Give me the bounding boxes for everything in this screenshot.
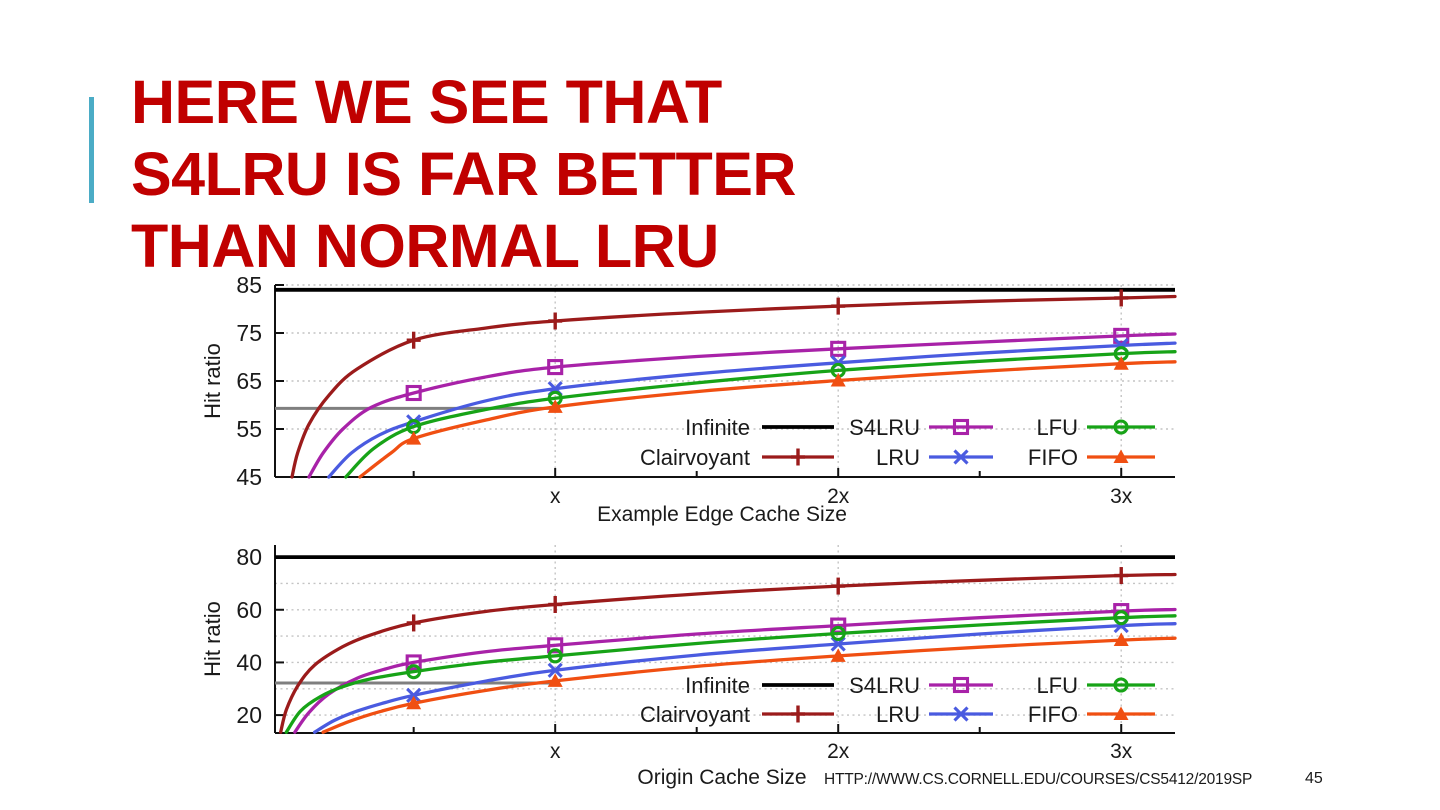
gridlines xyxy=(275,284,1175,477)
svg-text:2x: 2x xyxy=(827,740,850,763)
series-fifo xyxy=(321,632,1177,734)
svg-text:x: x xyxy=(550,485,561,508)
svg-text:3x: 3x xyxy=(1110,740,1133,763)
svg-text:Infinite: Infinite xyxy=(685,673,750,698)
svg-text:3x: 3x xyxy=(1110,485,1133,508)
svg-text:40: 40 xyxy=(236,649,262,675)
legend-item-lru: LRU xyxy=(876,445,993,470)
edge-cache-chart: 45 55 65 75 85 x 2x 3x Example Edge Cache Size Hi… xyxy=(200,272,1177,526)
svg-text:x: x xyxy=(550,740,561,763)
axes: 45 55 65 75 85 x 2x 3x xyxy=(236,272,1175,508)
svg-text:65: 65 xyxy=(236,368,262,394)
y-axis-title: Hit ratio xyxy=(200,601,225,677)
x-axis-title: Example Edge Cache Size xyxy=(597,503,847,526)
svg-text:FIFO: FIFO xyxy=(1028,702,1078,727)
svg-text:2x: 2x xyxy=(827,485,850,508)
svg-text:FIFO: FIFO xyxy=(1028,445,1078,470)
svg-text:60: 60 xyxy=(236,597,262,623)
footer-url: HTTP://WWW.CS.CORNELL.EDU/COURSES/CS5412… xyxy=(824,771,1253,788)
svg-text:20: 20 xyxy=(236,702,262,728)
series-clairvoyant xyxy=(279,567,1177,734)
legend-item-infinite: Infinite xyxy=(685,415,834,440)
legend-item-infinite: Infinite xyxy=(685,673,834,698)
y-axis-title: Hit ratio xyxy=(200,343,225,419)
gridlines xyxy=(275,545,1175,733)
legend-item-lfu: LFU xyxy=(1036,673,1155,698)
legend: Infinite Clairvoyant S4LRU LRU LFU FIFO xyxy=(640,673,1155,727)
page-number: 45 xyxy=(1305,770,1323,787)
svg-text:75: 75 xyxy=(236,320,262,346)
svg-text:45: 45 xyxy=(236,464,262,490)
accent-bar xyxy=(89,97,94,203)
series-lfu xyxy=(284,610,1177,734)
svg-text:LFU: LFU xyxy=(1036,415,1078,440)
svg-text:Clairvoyant: Clairvoyant xyxy=(640,702,750,727)
legend-item-fifo: FIFO xyxy=(1028,702,1155,727)
svg-text:LFU: LFU xyxy=(1036,673,1078,698)
series-lfu xyxy=(344,346,1177,479)
legend-item-s4lru: S4LRU xyxy=(849,415,993,440)
svg-text:LRU: LRU xyxy=(876,445,920,470)
series-lru xyxy=(312,617,1177,734)
legend: Infinite Clairvoyant S4LRU LRU LFU FIFO xyxy=(640,415,1155,470)
origin-cache-chart: 20 40 60 80 x 2x 3x Origin Cache Size Hit ratio I… xyxy=(200,544,1177,789)
svg-text:S4LRU: S4LRU xyxy=(849,415,920,440)
legend-item-clairvoyant: Clairvoyant xyxy=(640,445,834,470)
legend-item-s4lru: S4LRU xyxy=(849,673,993,698)
svg-text:80: 80 xyxy=(236,544,262,570)
series-clairvoyant xyxy=(290,289,1177,479)
svg-text:Clairvoyant: Clairvoyant xyxy=(640,445,750,470)
svg-text:S4LRU: S4LRU xyxy=(849,673,920,698)
axes: 20 40 60 80 x 2x 3x xyxy=(236,544,1175,763)
legend-item-lfu: LFU xyxy=(1036,415,1155,440)
series-s4lru xyxy=(307,327,1177,479)
svg-text:85: 85 xyxy=(236,272,262,298)
slide-title: HERE WE SEE THAT S4LRU IS FAR BETTER THA… xyxy=(131,67,796,280)
x-axis-title: Origin Cache Size xyxy=(637,766,806,789)
series-fifo xyxy=(358,356,1177,479)
svg-text:LRU: LRU xyxy=(876,702,920,727)
svg-text:55: 55 xyxy=(236,416,262,442)
legend-item-lru: LRU xyxy=(876,702,993,727)
svg-text:Infinite: Infinite xyxy=(685,415,750,440)
legend-item-fifo: FIFO xyxy=(1028,445,1155,470)
legend-item-clairvoyant: Clairvoyant xyxy=(640,702,834,727)
